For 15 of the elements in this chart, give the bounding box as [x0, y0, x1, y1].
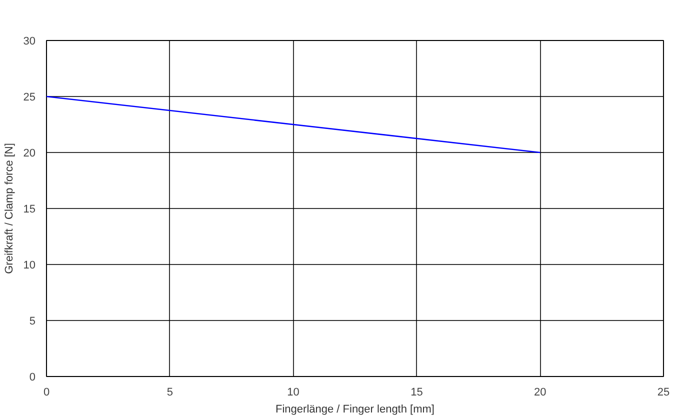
- y-tick-label: 25: [23, 92, 36, 104]
- y-tick-label: 5: [29, 316, 36, 328]
- x-tick-label: 10: [287, 386, 300, 398]
- x-axis-title: Fingerlänge / Finger length [mm]: [276, 404, 434, 416]
- y-tick-label: 10: [23, 260, 36, 272]
- x-tick-label: 5: [166, 386, 173, 398]
- x-tick-label: 25: [657, 386, 670, 398]
- x-tick-label: 0: [43, 386, 50, 398]
- x-tick-label: 15: [410, 386, 423, 398]
- x-tick-label: 20: [534, 386, 546, 398]
- y-tick-label: 15: [23, 204, 36, 216]
- y-axis-title: Greifkraft / Clamp force [N]: [3, 143, 16, 274]
- y-tick-label: 30: [23, 36, 36, 48]
- y-tick-label: 20: [23, 148, 36, 160]
- y-tick-label: 0: [29, 372, 36, 384]
